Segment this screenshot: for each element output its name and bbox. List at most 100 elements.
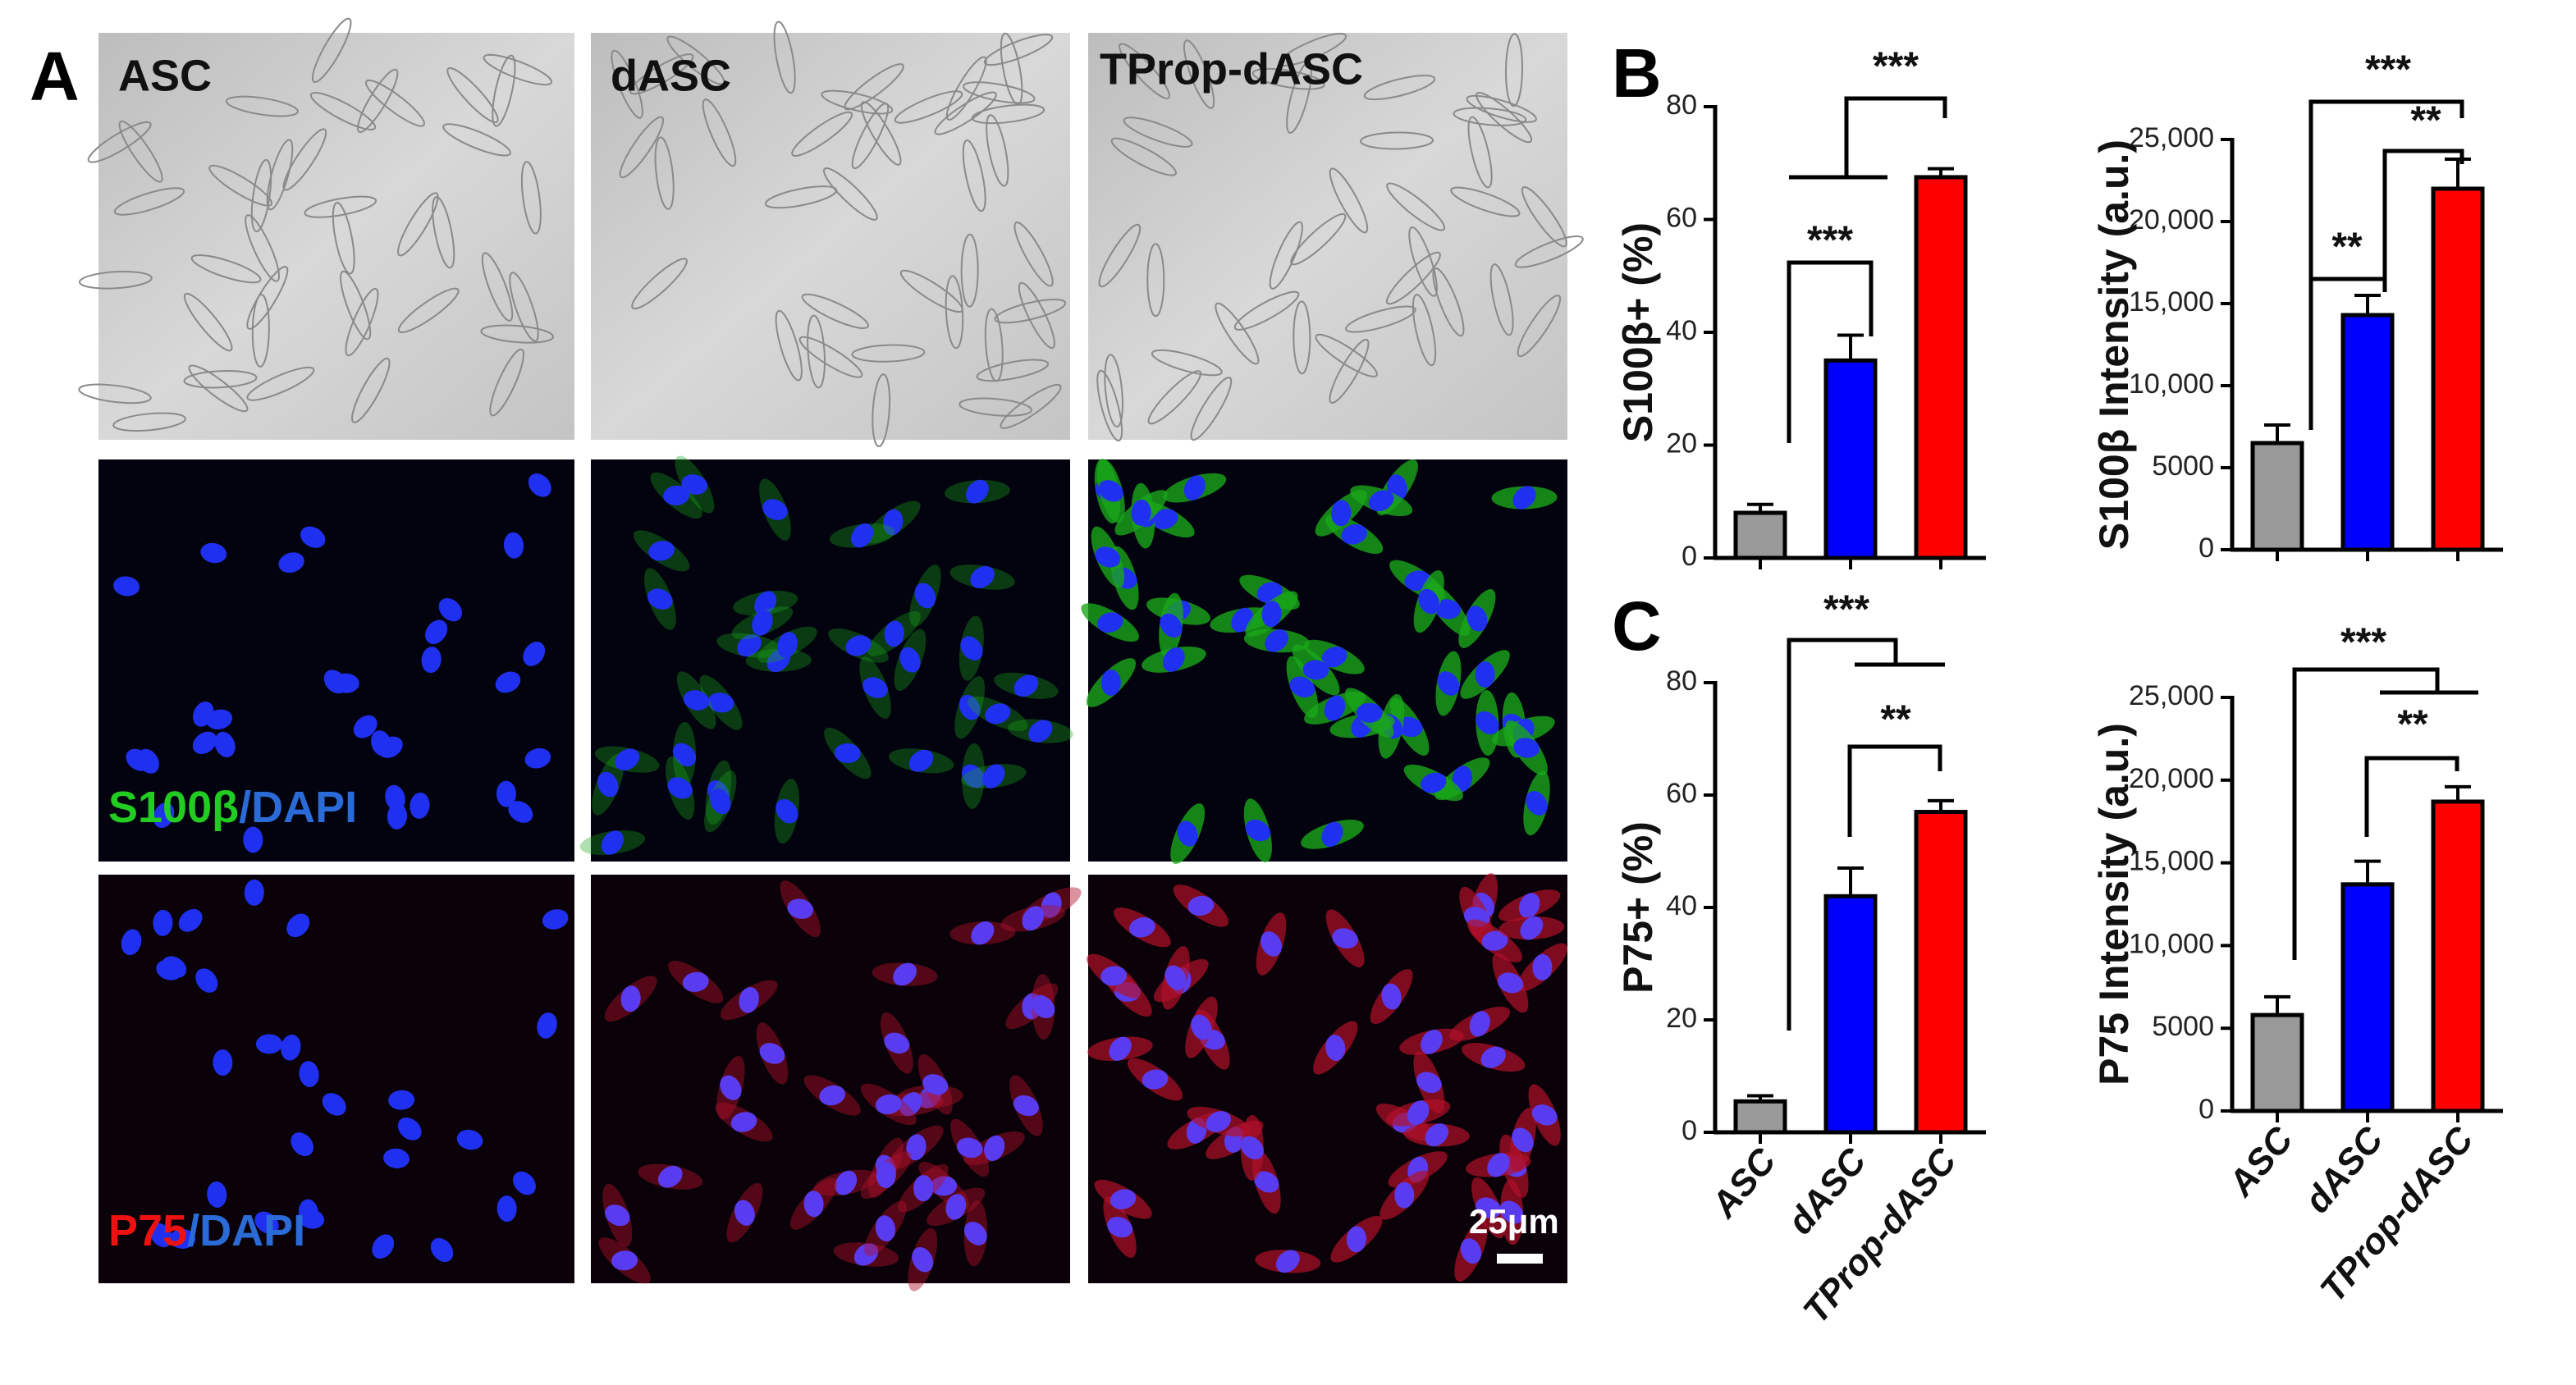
y-tick-label: 5000 [2152,450,2214,482]
cell [962,81,1036,104]
bar [1914,175,1968,560]
nucleus [286,913,310,938]
nucleus [113,576,140,597]
nucleus [1289,676,1315,698]
nucleus [1191,1014,1212,1040]
cell [1096,369,1123,441]
cell [246,366,315,401]
micrographs [78,17,1584,1291]
nucleus [884,620,904,647]
nucleus [353,715,377,738]
bar [2340,882,2395,1113]
nucleus [332,673,359,693]
column-label: TProp-dASC [1100,44,1363,94]
cell [1466,94,1537,123]
nucleus [983,1135,1005,1161]
cell [1151,349,1223,377]
y-tick-label: 40 [1666,890,1697,921]
nucleus [620,985,641,1012]
y-tick-label: 60 [1666,202,1697,233]
bar [2431,186,2485,552]
nucleus [605,1204,630,1227]
nucleus [597,771,619,798]
nucleus [819,1085,846,1106]
significance-label: *** [1823,588,1869,632]
nucleus [528,473,551,497]
nucleus [298,1209,325,1229]
cell [1286,62,1312,134]
cell [1146,243,1165,318]
nucleus [759,1043,785,1064]
y-tick-label: 25,000 [2129,680,2214,711]
cells [1081,459,1558,864]
nucleus [1095,546,1121,568]
cell [894,90,963,124]
y-axis-label: P75+ (%) [1615,821,1661,994]
nucleus [615,748,640,770]
nucleus [899,1092,922,1117]
y-tick-label: 5000 [2152,1011,2214,1042]
nucleus [899,647,921,673]
cell [208,164,273,207]
nucleus [153,909,173,936]
nucleus [1452,766,1473,793]
micrograph [98,459,574,862]
nucleus [214,731,236,757]
y-tick-label: 25,000 [2129,122,2214,153]
nucleus [496,1195,517,1223]
nucleus [663,485,690,505]
nucleus [1110,1189,1137,1209]
cell [492,54,516,127]
column-label: dASC [611,51,731,100]
y-axis-label: S100β+ (%) [1615,222,1661,442]
nucleus [777,632,798,658]
nucleus [720,1075,742,1100]
nucleus [1187,895,1215,916]
nucleus [1151,509,1178,530]
cell [481,252,514,322]
cell [1489,263,1514,336]
significance-label: ** [2410,99,2441,143]
nucleus [1518,893,1540,919]
nucleus [169,1228,196,1249]
nucleus [537,1012,557,1039]
nucleus [931,1176,958,1196]
cell [1018,281,1055,350]
nucleus [243,826,263,853]
bar [1914,810,1968,1135]
nucleus [1100,966,1128,986]
cell [631,258,688,310]
nucleus [1177,820,1198,847]
nucleus [963,1221,987,1246]
nucleus [383,1148,410,1168]
nucleus [524,747,551,769]
cell [945,56,987,121]
x-tick-label: ASC [2221,1118,2302,1204]
nucleus [206,709,233,730]
nucleus [372,1234,395,1259]
nucleus [875,1094,902,1115]
bar [2250,1012,2304,1113]
nucleus [734,1200,755,1226]
cell [1000,383,1062,429]
cell [1315,333,1378,377]
nucleus [982,764,1005,788]
nucleus [1254,1171,1279,1193]
significance-bracket [1847,744,1942,837]
nucleus [1164,965,1187,990]
cell [807,314,826,389]
nucleus [1437,671,1460,696]
nucleus [388,1090,415,1110]
cell [860,101,902,166]
significance-bracket [2382,149,2464,279]
nucleus [503,532,524,559]
nucleus [1206,1111,1232,1132]
cell [960,233,979,308]
nucleus [1031,994,1055,1019]
cell [1329,338,1370,404]
nucleus [1368,490,1394,512]
nucleus [862,677,888,698]
cell [934,91,997,135]
y-tick-label: 20 [1666,1003,1697,1034]
nucleus [601,830,624,855]
